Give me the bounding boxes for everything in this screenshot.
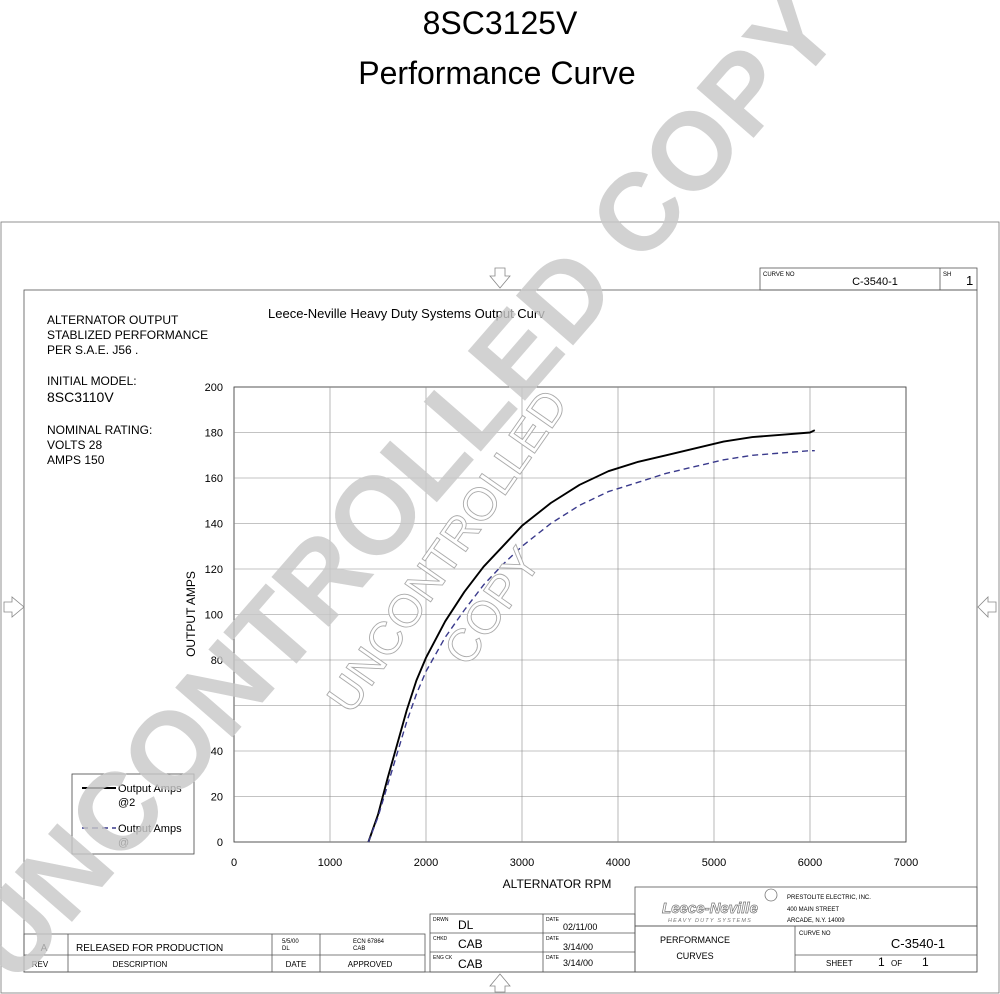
curve-no-bottom: C-3540-1: [891, 936, 945, 951]
initial-model-label: INITIAL MODEL:: [47, 374, 137, 388]
engck-date-label: DATE: [546, 955, 560, 961]
y-tick-label: 80: [211, 655, 223, 667]
legend-item-2: Output Amps: [118, 823, 182, 835]
y-tick-label: 20: [211, 792, 223, 804]
y-axis-label: OUTPUT AMPS: [184, 571, 198, 657]
legend-item-2-sub: @: [118, 837, 129, 849]
x-tick-label: 1000: [318, 857, 342, 869]
y-tick-label: 140: [205, 519, 223, 531]
chkd-date: 3/14/00: [563, 942, 593, 952]
left-center-arrow-icon: [3, 596, 25, 618]
x-tick-label: 3000: [510, 857, 534, 869]
drwn-date: 02/11/00: [563, 922, 597, 932]
series-line-solid: [367, 429, 816, 843]
chart-title: Leece-Neville Heavy Duty Systems Output …: [268, 306, 545, 321]
rev-value: A: [41, 943, 48, 954]
chkd-label: CHKD: [433, 936, 448, 942]
company-logo-emblem-icon: [764, 888, 778, 902]
curve-no-label-bottom: CURVE NO: [799, 931, 831, 937]
legend-item-1-sub: @2: [118, 797, 135, 809]
company-street: 400 MAIN STREET: [787, 907, 839, 913]
desc-col-label: DESCRIPTION: [113, 960, 168, 969]
rev-col-label: REV: [32, 960, 49, 969]
chart-series: [367, 429, 816, 843]
legend-item-1: Output Amps: [118, 783, 182, 795]
y-tick-label: 160: [205, 473, 223, 485]
x-axis-label: ALTERNATOR RPM: [503, 877, 612, 891]
x-tick-label: 6000: [798, 857, 822, 869]
x-tick-label: 7000: [894, 857, 918, 869]
approved-col-label: APPROVED: [348, 960, 393, 969]
rating-amps: AMPS 150: [47, 453, 105, 467]
y-tick-label: 180: [205, 428, 223, 440]
company-name: PRESTOLITE ELECTRIC, INC.: [787, 895, 871, 901]
ecn-number: ECN 67864: [353, 939, 385, 945]
drwn-label: DRWN: [433, 917, 449, 923]
top-center-arrow-icon: [489, 267, 511, 289]
rating-volts: VOLTS 28: [47, 438, 102, 452]
curve-no-label: CURVE NO: [763, 272, 795, 278]
chkd-date-label: DATE: [546, 936, 560, 942]
company-logo-text: Leece-Neville: [662, 900, 758, 917]
rating-label: NOMINAL RATING:: [47, 423, 152, 437]
bottom-center-arrow-icon: [489, 973, 511, 993]
chart-grid: [233, 386, 907, 843]
note-line-1: ALTERNATOR OUTPUT: [47, 313, 179, 327]
sheet-label-bottom: SHEET: [826, 959, 853, 968]
right-center-arrow-icon: [977, 596, 997, 618]
drwn-value: DL: [458, 918, 474, 932]
engck-date: 3/14/00: [563, 958, 593, 968]
series-line-dashed: [367, 450, 815, 843]
notes-block: ALTERNATOR OUTPUT STABLIZED PERFORMANCE …: [47, 313, 208, 467]
engck-value: CAB: [458, 957, 483, 971]
x-tick-label: 0: [231, 857, 237, 869]
x-tick-label: 4000: [606, 857, 630, 869]
ecn-by: CAB: [353, 946, 365, 952]
title-block: A RELEASED FOR PRODUCTION 5/5/00 DL ECN …: [23, 886, 978, 973]
y-tick-label: 0: [217, 837, 223, 849]
x-tick-label: 5000: [702, 857, 726, 869]
sheet-value-bottom: 1: [878, 955, 885, 969]
page-subtitle: Performance Curve: [358, 55, 635, 91]
y-tick-label: 40: [211, 746, 223, 758]
rev-description: RELEASED FOR PRODUCTION: [76, 943, 223, 954]
company-city: ARCADE, N.Y. 14009: [787, 918, 845, 924]
note-line-3: PER S.A.E. J56 .: [47, 343, 138, 357]
rev-date: 5/5/00: [282, 939, 299, 945]
y-tick-label: 200: [205, 382, 223, 394]
chart-legend: Output Amps @2 Output Amps @: [71, 773, 195, 855]
company-logo-subtitle: HEAVY DUTY SYSTEMS: [668, 918, 752, 924]
y-tick-label: 100: [205, 610, 223, 622]
x-tick-label: 2000: [414, 857, 438, 869]
y-tick-label: 120: [205, 564, 223, 576]
rev-date-by: DL: [282, 946, 290, 952]
page-title: 8SC3125V: [423, 5, 578, 41]
chart-tick-labels: 0 1000 2000 3000 4000 5000 6000 7000 0 20 40 80 100 1…: [205, 382, 919, 869]
engck-label: ENG CK: [433, 955, 453, 961]
drwn-date-label: DATE: [546, 917, 560, 923]
curve-number-box: CURVE NO C-3540-1 SH 1: [759, 267, 978, 291]
sheet-value: 1: [966, 273, 973, 288]
curve-no-value: C-3540-1: [852, 276, 898, 288]
note-line-2: STABLIZED PERFORMANCE: [47, 328, 208, 342]
date-col-label: DATE: [286, 960, 307, 969]
watermark-large: UNCONTROLLED COPY: [0, 0, 863, 994]
sheet-label: SH: [943, 272, 951, 278]
doc-title-line-1: PERFORMANCE: [660, 935, 730, 945]
doc-title-line-2: CURVES: [676, 951, 713, 961]
chkd-value: CAB: [458, 937, 483, 951]
outer-border: [0, 221, 1000, 994]
initial-model-value: 8SC3110V: [47, 389, 114, 405]
of-label: OF: [891, 959, 902, 968]
of-value: 1: [922, 955, 929, 969]
